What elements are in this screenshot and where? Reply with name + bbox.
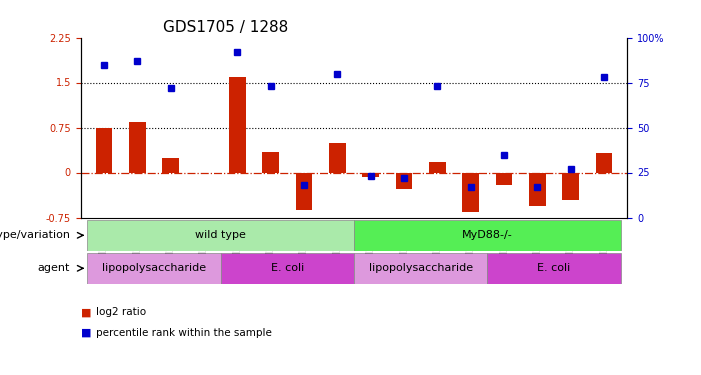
Bar [395,172,412,189]
Text: E. coli: E. coli [538,263,571,273]
Text: genotype/variation: genotype/variation [0,230,70,240]
Bar [262,152,279,172]
Bar [487,253,620,284]
Bar [463,172,479,211]
Bar [329,142,346,172]
Bar [354,253,487,284]
Text: percentile rank within the sample: percentile rank within the sample [96,328,272,338]
Bar [163,158,179,172]
Text: agent: agent [38,263,70,273]
Text: lipopolysaccharide: lipopolysaccharide [102,263,206,273]
Bar [362,172,379,177]
Text: ■: ■ [81,328,91,338]
Text: GDS1705 / 1288: GDS1705 / 1288 [163,20,288,35]
Bar [596,153,613,173]
Bar [529,172,545,206]
Text: E. coli: E. coli [271,263,304,273]
Bar [221,253,354,284]
Bar [296,172,313,210]
Text: ■: ■ [81,308,91,317]
Bar [88,253,221,284]
Text: wild type: wild type [195,230,246,240]
Bar [88,220,354,251]
Text: lipopolysaccharide: lipopolysaccharide [369,263,472,273]
Bar [354,220,620,251]
Bar [229,76,245,172]
Bar [562,172,579,200]
Bar [129,122,146,172]
Text: MyD88-/-: MyD88-/- [462,230,512,240]
Bar [95,128,112,172]
Text: log2 ratio: log2 ratio [96,308,147,317]
Bar [496,172,512,184]
Bar [429,162,446,172]
